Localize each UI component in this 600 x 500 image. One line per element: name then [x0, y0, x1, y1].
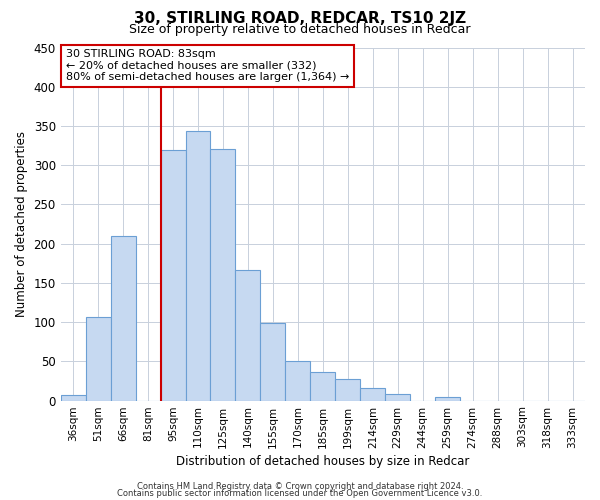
Bar [335, 380, 360, 400]
Bar [110, 236, 136, 400]
Bar [86, 316, 110, 400]
Bar [360, 388, 385, 400]
Bar [310, 372, 335, 400]
Text: 30 STIRLING ROAD: 83sqm
← 20% of detached houses are smaller (332)
80% of semi-d: 30 STIRLING ROAD: 83sqm ← 20% of detache… [66, 50, 349, 82]
X-axis label: Distribution of detached houses by size in Redcar: Distribution of detached houses by size … [176, 454, 470, 468]
Bar [185, 132, 211, 400]
Bar [435, 396, 460, 400]
Bar [161, 150, 185, 400]
Text: Contains public sector information licensed under the Open Government Licence v3: Contains public sector information licen… [118, 489, 482, 498]
Bar [61, 395, 86, 400]
Text: Size of property relative to detached houses in Redcar: Size of property relative to detached ho… [129, 22, 471, 36]
Text: 30, STIRLING ROAD, REDCAR, TS10 2JZ: 30, STIRLING ROAD, REDCAR, TS10 2JZ [134, 11, 466, 26]
Bar [385, 394, 410, 400]
Bar [235, 270, 260, 400]
Bar [260, 323, 286, 400]
Bar [211, 150, 235, 400]
Y-axis label: Number of detached properties: Number of detached properties [15, 131, 28, 317]
Text: Contains HM Land Registry data © Crown copyright and database right 2024.: Contains HM Land Registry data © Crown c… [137, 482, 463, 491]
Bar [286, 362, 310, 401]
